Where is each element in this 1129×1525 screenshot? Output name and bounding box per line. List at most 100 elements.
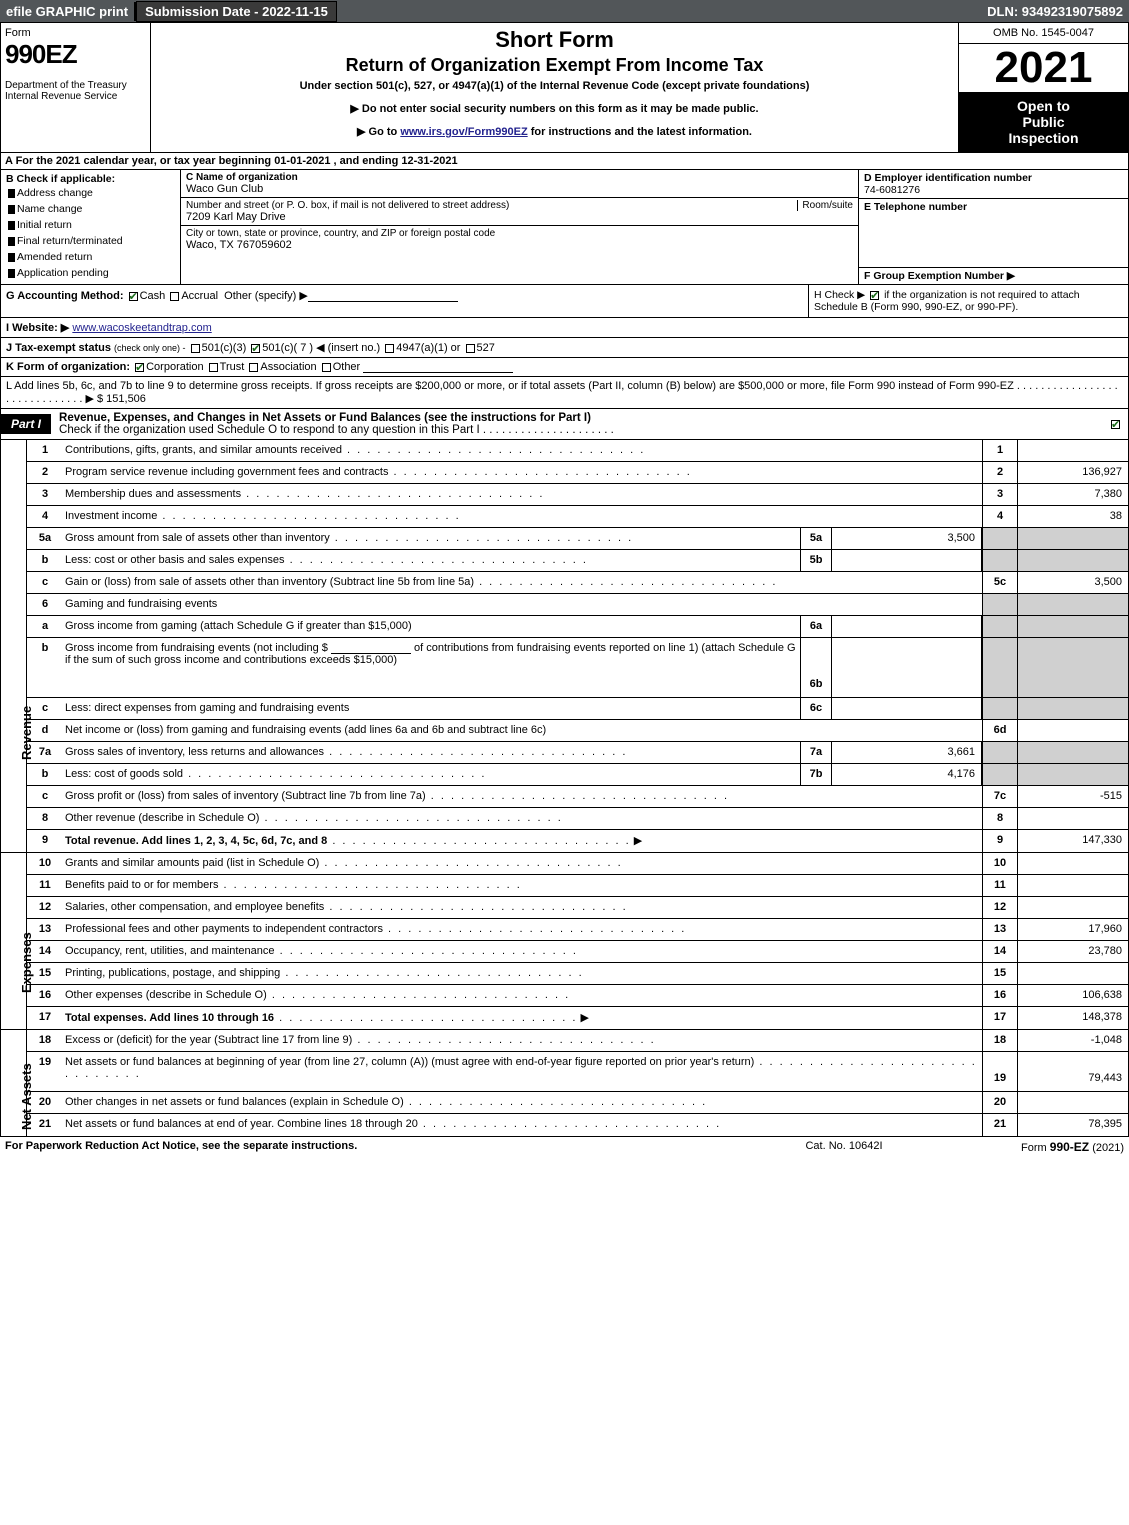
- ln19-desc: Net assets or fund balances at beginning…: [63, 1052, 982, 1091]
- opt-amended: Amended return: [17, 251, 92, 263]
- ln18-desc: Excess or (deficit) for the year (Subtra…: [63, 1030, 982, 1051]
- ln9-ref: 9: [982, 830, 1018, 852]
- ln11-desc-text: Benefits paid to or for members: [65, 879, 218, 891]
- ln5c-ref: 5c: [982, 572, 1018, 593]
- ln11-no: 11: [27, 875, 63, 896]
- ck-address-change: Address change: [6, 185, 175, 201]
- footer-left: For Paperwork Reduction Act Notice, see …: [5, 1140, 744, 1154]
- ln21-desc-text: Net assets or fund balances at end of ye…: [65, 1118, 418, 1130]
- netassets-grid: Net Assets 18 Excess or (deficit) for th…: [0, 1030, 1129, 1137]
- ln6b-desc: Gross income from fundraising events (no…: [63, 638, 800, 697]
- ln7b-no: b: [27, 764, 63, 785]
- j-4947-checkbox: [385, 344, 394, 353]
- line-1: 1 Contributions, gifts, grants, and simi…: [27, 440, 1128, 462]
- part-i-title: Revenue, Expenses, and Changes in Net As…: [51, 409, 1109, 439]
- form-word: Form: [5, 27, 146, 39]
- line-6b: b Gross income from fundraising events (…: [27, 638, 1128, 698]
- block-bcdef: B Check if applicable: Address change Na…: [0, 170, 1129, 285]
- schedule-o-checkbox: [1111, 420, 1120, 429]
- ln6d-val: [1018, 720, 1128, 741]
- ln6a-desc: Gross income from gaming (attach Schedul…: [63, 616, 800, 637]
- line-5b: b Less: cost or other basis and sales ex…: [27, 550, 1128, 572]
- ln5c-no: c: [27, 572, 63, 593]
- ln15-desc: Printing, publications, postage, and shi…: [63, 963, 982, 984]
- line-5c: c Gain or (loss) from sale of assets oth…: [27, 572, 1128, 594]
- ln7b-desc: Less: cost of goods sold: [63, 764, 800, 785]
- f-label: F Group Exemption Number ▶: [864, 270, 1015, 282]
- ln14-desc: Occupancy, rent, utilities, and maintena…: [63, 941, 982, 962]
- ln12-ref: 12: [982, 897, 1018, 918]
- form-header: Form 990EZ Department of the Treasury In…: [0, 22, 1129, 153]
- ln6d-desc: Net income or (loss) from gaming and fun…: [63, 720, 982, 741]
- ln7a-desc-text: Gross sales of inventory, less returns a…: [65, 746, 324, 758]
- ln16-desc-text: Other expenses (describe in Schedule O): [65, 989, 267, 1001]
- footer-right-pre: Form: [1021, 1142, 1050, 1154]
- ln4-no: 4: [27, 506, 63, 527]
- ln18-ref: 18: [982, 1030, 1018, 1051]
- ck-pending: Application pending: [6, 265, 175, 281]
- part-i-title-text: Revenue, Expenses, and Changes in Net As…: [59, 412, 591, 424]
- b-label: B Check if applicable:: [6, 173, 115, 185]
- ln6b-sub: 6b: [800, 638, 832, 697]
- c-street-cell: Number and street (or P. O. box, if mail…: [181, 198, 858, 226]
- footer-right-bold: 990-EZ: [1050, 1140, 1089, 1154]
- j-527-checkbox: [466, 344, 475, 353]
- ln5b-no: b: [27, 550, 63, 571]
- revenue-lines: 1 Contributions, gifts, grants, and simi…: [27, 440, 1128, 852]
- ln2-desc: Program service revenue including govern…: [63, 462, 982, 483]
- ln5b-sub: 5b: [800, 550, 832, 571]
- ln5b-desc: Less: cost or other basis and sales expe…: [63, 550, 800, 571]
- ln19-ref: 19: [982, 1052, 1018, 1091]
- l-text: L Add lines 5b, 6c, and 7b to line 9 to …: [6, 380, 1118, 405]
- j-501c3-checkbox: [191, 344, 200, 353]
- ln3-desc-text: Membership dues and assessments: [65, 488, 241, 500]
- ln5a-desc-text: Gross amount from sale of assets other t…: [65, 532, 330, 544]
- irs-link[interactable]: www.irs.gov/Form990EZ: [400, 126, 527, 138]
- ck-final-return: Final return/terminated: [6, 233, 175, 249]
- ln17-desc-text: Total expenses. Add lines 10 through 16: [65, 1012, 274, 1024]
- ln10-desc-text: Grants and similar amounts paid (list in…: [65, 857, 319, 869]
- c-name-cell: C Name of organization Waco Gun Club: [181, 170, 858, 198]
- goto-post: for instructions and the latest informat…: [528, 126, 752, 138]
- ln10-ref: 10: [982, 853, 1018, 874]
- ln7a-desc: Gross sales of inventory, less returns a…: [63, 742, 800, 763]
- ln21-val: 78,395: [1018, 1114, 1128, 1136]
- revenue-grid: Revenue 1 Contributions, gifts, grants, …: [0, 440, 1129, 853]
- ln7b-sub: 7b: [800, 764, 832, 785]
- checkbox-icon: [8, 205, 15, 214]
- ln7a-subval: 3,661: [832, 742, 982, 763]
- ln3-ref: 3: [982, 484, 1018, 505]
- expenses-grid: Expenses 10 Grants and similar amounts p…: [0, 853, 1129, 1030]
- j-o4: 527: [477, 342, 495, 354]
- expenses-text: Expenses: [19, 932, 34, 993]
- ln12-desc-text: Salaries, other compensation, and employ…: [65, 901, 324, 913]
- revenue-vlabel: Revenue: [1, 440, 27, 852]
- cash-checkbox: [129, 292, 138, 301]
- e-label: E Telephone number: [864, 201, 967, 213]
- ln16-val: 106,638: [1018, 985, 1128, 1006]
- opt-initial-return: Initial return: [17, 219, 72, 231]
- row-k: K Form of organization: Corporation Trus…: [0, 358, 1129, 377]
- part-i-check: [1109, 418, 1128, 430]
- ck-amended: Amended return: [6, 249, 175, 265]
- line-6: 6 Gaming and fundraising events: [27, 594, 1128, 616]
- line-4: 4 Investment income 4 38: [27, 506, 1128, 528]
- ln5a-desc: Gross amount from sale of assets other t…: [63, 528, 800, 549]
- ln10-desc: Grants and similar amounts paid (list in…: [63, 853, 982, 874]
- ln7c-desc-text: Gross profit or (loss) from sales of inv…: [65, 790, 426, 802]
- ln2-no: 2: [27, 462, 63, 483]
- line-6c: c Less: direct expenses from gaming and …: [27, 698, 1128, 720]
- j-label: J Tax-exempt status: [6, 342, 111, 354]
- website-link[interactable]: www.wacoskeetandtrap.com: [72, 322, 211, 334]
- part-i-sub: Check if the organization used Schedule …: [59, 424, 614, 436]
- ln2-val: 136,927: [1018, 462, 1128, 483]
- ln6c-sub: 6c: [800, 698, 832, 719]
- line-15: 15 Printing, publications, postage, and …: [27, 963, 1128, 985]
- ln5a-no: 5a: [27, 528, 63, 549]
- ln3-val: 7,380: [1018, 484, 1128, 505]
- checkbox-icon: [8, 221, 15, 230]
- ln18-no: 18: [27, 1030, 63, 1051]
- ln10-no: 10: [27, 853, 63, 874]
- checkbox-icon: [8, 237, 15, 246]
- page-footer: For Paperwork Reduction Act Notice, see …: [0, 1137, 1129, 1157]
